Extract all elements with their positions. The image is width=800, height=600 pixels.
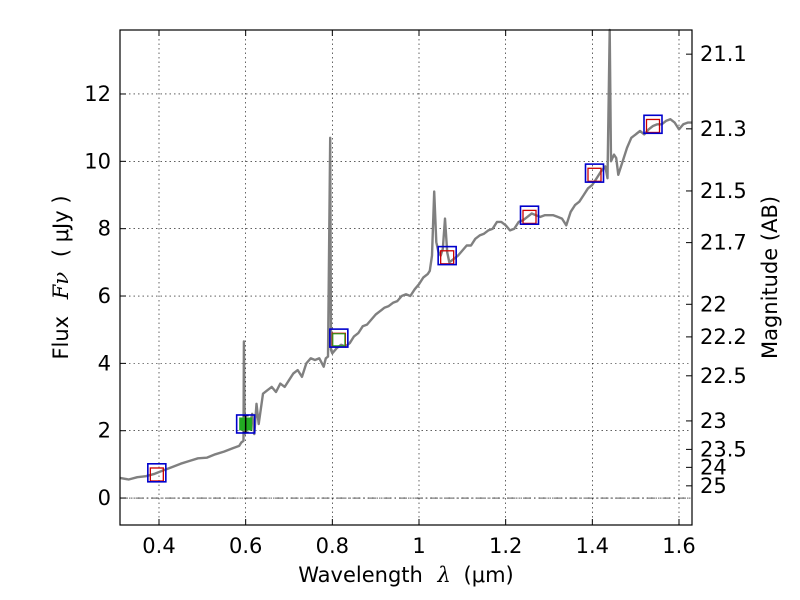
model-photometry-point	[643, 114, 663, 135]
plot-frame	[119, 29, 693, 526]
right-tick-label: 21.5	[700, 179, 747, 203]
right-tick-label: 22.2	[700, 325, 747, 349]
right-tick-label: 25	[700, 474, 727, 498]
observed-photometry-point	[149, 467, 164, 482]
y-axis-title: Flux Fν ( μJy )	[49, 195, 73, 359]
observed-photometry-point	[440, 250, 455, 265]
y-tick-label: 6	[98, 284, 111, 308]
x-axis-title: Wavelength λ (μm)	[298, 563, 513, 587]
observed-photometry-point	[645, 118, 661, 134]
right-tick-label: 23	[700, 409, 727, 433]
x-axis-title-symbol: λ	[437, 563, 451, 587]
y-tick-label: 2	[98, 419, 111, 443]
right-tick-label: 21.7	[700, 231, 747, 255]
photometry-markers	[147, 114, 663, 483]
y-axis-title-symbol: Fν	[49, 272, 73, 301]
y-tick-label: 0	[98, 486, 111, 510]
x-tick-label: 1.2	[489, 534, 522, 558]
right-tick-label: 22	[700, 292, 727, 316]
model-photometry-point	[519, 205, 540, 226]
x-tick-label: 0.8	[316, 534, 349, 558]
x-tick-label: 1	[412, 534, 425, 558]
x-axis-title-unit: (μm)	[464, 563, 514, 587]
observed-photometry-point	[522, 209, 537, 225]
x-tick-label: 1.6	[662, 534, 695, 558]
y-tick-label: 8	[98, 217, 111, 241]
x-tick-label: 1.4	[576, 534, 609, 558]
right-tick-label: 21.3	[700, 117, 747, 141]
model-photometry-point	[147, 463, 167, 483]
right-tick-label: 24	[700, 455, 727, 479]
model-photometry-point	[235, 414, 256, 434]
y-tick-label: 4	[98, 351, 111, 375]
x-tick-label: 0.6	[229, 534, 262, 558]
right-axis-title: Magnitude (AB)	[758, 196, 782, 359]
right-tick-label: 23.5	[700, 437, 747, 461]
model-photometry-point	[584, 163, 605, 183]
right-tick-label: 21.1	[700, 42, 747, 66]
model-photometry-point	[437, 245, 457, 266]
x-tick-label: 0.4	[142, 534, 175, 558]
green-model-point	[332, 333, 346, 347]
axis-ticks: 0.4 0.6 0.8 1 1.2 1.4 1.602468101221.121.321.5…	[84, 30, 747, 558]
right-tick-label: 22.5	[700, 364, 747, 388]
spectrum-line	[119, 28, 692, 481]
y-axis-title-unit: ( μJy )	[49, 195, 73, 257]
y-tick-label: 10	[84, 149, 111, 173]
grid-lines	[120, 30, 692, 525]
x-axis-title-prefix: Wavelength	[298, 563, 423, 587]
y-axis-title-prefix: Flux	[49, 316, 73, 360]
model-photometry-point	[329, 328, 349, 348]
y-tick-label: 12	[84, 82, 111, 106]
observed-photometry-point	[587, 167, 602, 182]
